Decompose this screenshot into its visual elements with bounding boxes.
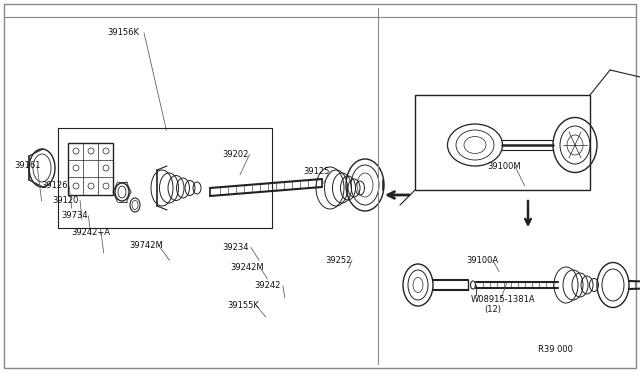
Text: 39252: 39252	[325, 256, 351, 265]
Bar	[68, 143, 113, 195]
Text: 39120: 39120	[52, 196, 79, 205]
Text: R39 000: R39 000	[538, 345, 572, 354]
Text: 39734: 39734	[61, 211, 88, 220]
Text: 39242: 39242	[255, 281, 281, 290]
Text: 39125: 39125	[303, 167, 330, 176]
Bar	[415, 95, 590, 190]
Text: 39100A: 39100A	[466, 256, 498, 265]
Text: 39161: 39161	[14, 161, 40, 170]
Text: 39234: 39234	[223, 243, 249, 252]
Text: 39202: 39202	[223, 150, 249, 159]
Text: 39126: 39126	[42, 182, 68, 190]
Text: (12): (12)	[484, 305, 501, 314]
Text: 39242M: 39242M	[230, 263, 264, 272]
Text: 39156K: 39156K	[108, 28, 140, 37]
Text: 39742M: 39742M	[129, 241, 163, 250]
Text: 39242+A: 39242+A	[72, 228, 111, 237]
Text: W08915-1381A: W08915-1381A	[471, 295, 536, 304]
Text: 39155K: 39155K	[227, 301, 259, 310]
Text: 39100M: 39100M	[488, 162, 522, 171]
